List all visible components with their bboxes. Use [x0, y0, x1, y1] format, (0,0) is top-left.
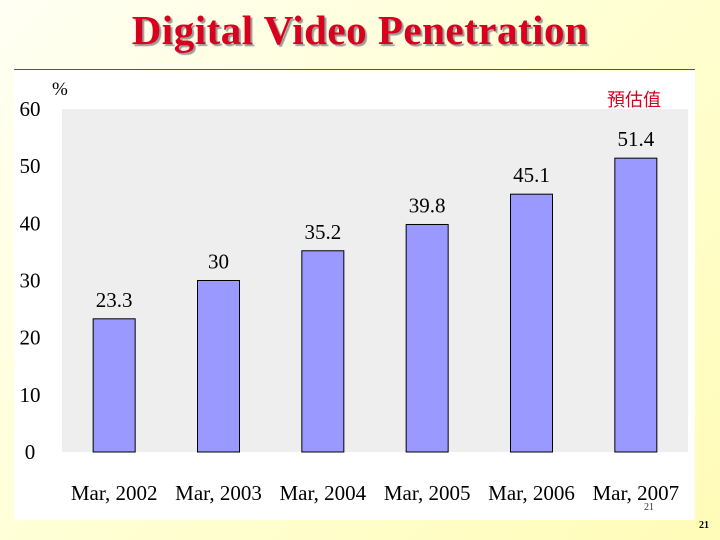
- bar: [301, 250, 345, 453]
- bar: [510, 193, 553, 453]
- x-tick-label: Mar, 2005: [384, 481, 471, 505]
- y-tick-label: 60: [20, 97, 41, 121]
- slide-title: Digital Video Penetration: [131, 7, 589, 53]
- estimate-annotation: 預估值: [607, 90, 661, 111]
- title-divider: [14, 69, 695, 70]
- bars-layer: [92, 157, 658, 453]
- x-tick-labels: Mar, 2002 Mar, 2003 Mar, 2004 Mar, 2005 Mar,…: [71, 481, 679, 505]
- bar: [197, 280, 240, 453]
- data-label: 23.3: [96, 288, 133, 312]
- x-tick-label: Mar, 2006: [488, 481, 575, 505]
- y-axis-label: %: [52, 79, 68, 100]
- data-label: 45.1: [513, 163, 550, 187]
- page-number: 21: [699, 520, 709, 531]
- data-labels: 23.3 30 35.2 39.8 45.1 51.4: [96, 127, 655, 312]
- y-tick-label: 0: [25, 440, 36, 464]
- data-label: 30: [208, 250, 229, 274]
- bar: [405, 223, 449, 453]
- y-tick-label: 40: [20, 211, 41, 235]
- chart-panel: 0 10 20 30 40 50 60 23.3 30 35.2 39.8 45.1 51.4 Mar…: [14, 71, 695, 520]
- y-tick-label: 20: [20, 326, 41, 350]
- y-tick-label: 30: [20, 269, 41, 293]
- y-tick-labels: 0 10 20 30 40 50 60: [20, 97, 41, 464]
- x-tick-label: Mar, 2004: [280, 481, 367, 505]
- y-tick-label: 10: [20, 383, 41, 407]
- plot-area: [62, 109, 688, 452]
- data-label: 39.8: [409, 193, 446, 217]
- bar: [614, 157, 658, 453]
- inner-page-mark: 21: [644, 502, 654, 513]
- x-tick-label: Mar, 2007: [593, 481, 680, 505]
- data-label: 51.4: [617, 127, 654, 151]
- y-tick-label: 50: [20, 154, 41, 178]
- bar: [92, 318, 136, 453]
- x-tick-label: Mar, 2003: [175, 481, 262, 505]
- data-label: 35.2: [304, 220, 341, 244]
- bar-chart: 0 10 20 30 40 50 60 23.3 30 35.2 39.8 45.1 51.4 Mar…: [20, 79, 688, 513]
- x-tick-label: Mar, 2002: [71, 481, 158, 505]
